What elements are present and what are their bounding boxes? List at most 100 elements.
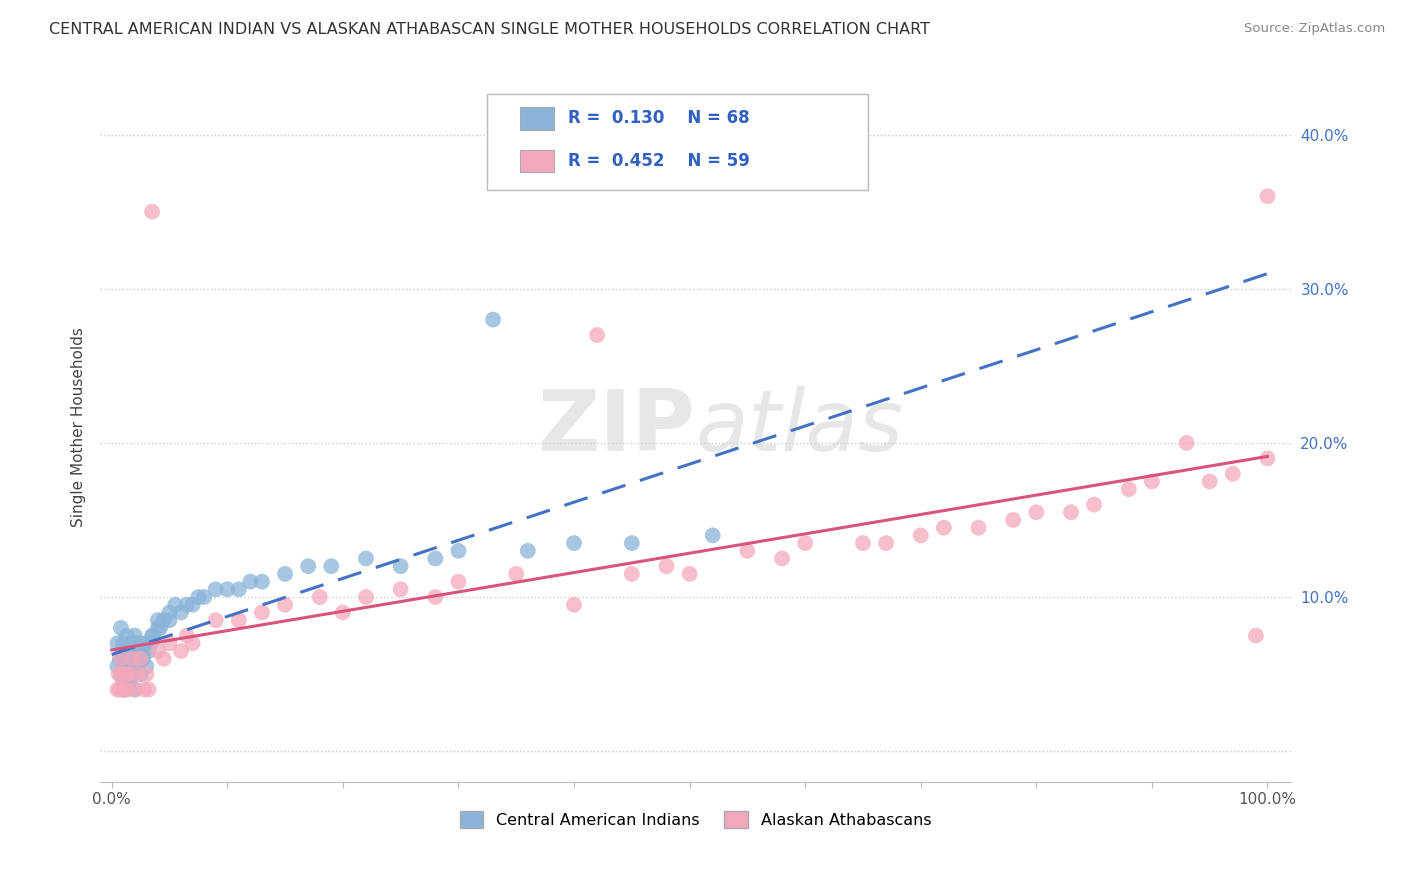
Point (115, 629, 138, 643)
Point (120, 651, 142, 665)
Point (132, 644, 155, 658)
Point (132, 682, 155, 697)
Point (146, 621, 169, 635)
Point (204, 582, 226, 597)
Point (354, 590, 377, 604)
Point (505, 566, 527, 581)
Legend: Central American Indians, Alaskan Athabascans: Central American Indians, Alaskan Athaba… (453, 805, 938, 834)
Point (118, 674, 141, 689)
Point (124, 682, 146, 697)
Point (193, 590, 215, 604)
Text: R =  0.130    N = 68: R = 0.130 N = 68 (568, 110, 749, 128)
Point (135, 667, 157, 681)
Point (117, 667, 139, 681)
Point (562, 536, 585, 550)
Point (127, 636, 149, 650)
Point (1244, 629, 1267, 643)
Point (176, 598, 198, 612)
Point (425, 590, 447, 604)
Point (389, 559, 412, 574)
Point (562, 598, 585, 612)
Point (138, 682, 160, 697)
Point (139, 636, 162, 650)
Point (737, 543, 759, 558)
Point (121, 636, 143, 650)
Point (181, 636, 204, 650)
Point (110, 667, 132, 681)
Point (114, 682, 136, 697)
Point (120, 659, 142, 673)
FancyBboxPatch shape (486, 95, 868, 190)
Point (967, 521, 990, 535)
Point (1140, 475, 1163, 489)
Point (170, 644, 193, 658)
Point (1025, 505, 1047, 519)
Point (354, 551, 377, 566)
Point (228, 613, 250, 627)
Point (122, 667, 145, 681)
Point (159, 613, 181, 627)
Point (297, 559, 319, 574)
Point (124, 682, 146, 697)
Point (107, 636, 129, 650)
Point (107, 659, 129, 673)
Point (112, 682, 135, 697)
Point (1002, 513, 1025, 527)
Point (1256, 451, 1278, 466)
Text: ZIP: ZIP (537, 386, 696, 469)
Point (228, 582, 250, 597)
Point (910, 528, 932, 542)
Point (875, 536, 897, 550)
Point (112, 667, 135, 681)
Point (165, 598, 187, 612)
Point (447, 574, 470, 589)
Point (176, 629, 198, 643)
Point (274, 566, 297, 581)
Point (250, 574, 273, 589)
Point (1118, 482, 1140, 496)
Point (447, 543, 470, 558)
Y-axis label: Single Mother Households: Single Mother Households (72, 327, 86, 527)
Point (129, 636, 152, 650)
Point (141, 204, 163, 219)
Point (115, 651, 138, 665)
Point (129, 667, 152, 681)
Point (620, 536, 643, 550)
Point (159, 606, 181, 620)
Point (110, 651, 132, 665)
Point (274, 598, 297, 612)
Point (217, 582, 239, 597)
Point (112, 682, 135, 697)
Point (239, 574, 262, 589)
Text: atlas: atlas (696, 386, 904, 469)
Point (187, 590, 209, 604)
Point (620, 566, 643, 581)
Point (482, 312, 505, 326)
Point (114, 659, 136, 673)
Point (152, 613, 174, 627)
Point (127, 667, 149, 681)
Text: R =  0.452    N = 59: R = 0.452 N = 59 (568, 152, 749, 169)
Point (250, 606, 273, 620)
Point (107, 682, 129, 697)
Point (770, 551, 793, 566)
Point (129, 651, 152, 665)
Point (170, 606, 193, 620)
Point (1222, 467, 1244, 481)
Point (138, 644, 160, 658)
Point (702, 528, 724, 542)
Text: Source: ZipAtlas.com: Source: ZipAtlas.com (1244, 22, 1385, 36)
Point (110, 621, 132, 635)
Point (1256, 189, 1278, 203)
Point (308, 590, 330, 604)
Point (1083, 498, 1105, 512)
FancyBboxPatch shape (520, 107, 554, 129)
Point (118, 667, 141, 681)
Point (108, 651, 131, 665)
Point (127, 659, 149, 673)
Point (389, 582, 412, 597)
Point (135, 636, 157, 650)
Point (1060, 505, 1083, 519)
Point (425, 551, 447, 566)
Point (127, 651, 149, 665)
